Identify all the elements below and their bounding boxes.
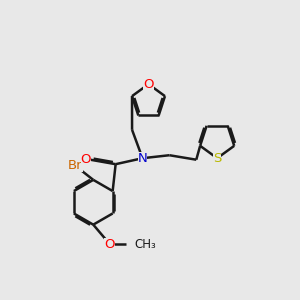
Text: Br: Br (68, 159, 83, 172)
Text: O: O (80, 153, 91, 166)
Text: O: O (104, 238, 115, 250)
Text: O: O (143, 78, 154, 91)
Text: N: N (138, 152, 147, 165)
Text: S: S (213, 152, 221, 165)
Text: CH₃: CH₃ (134, 238, 156, 250)
